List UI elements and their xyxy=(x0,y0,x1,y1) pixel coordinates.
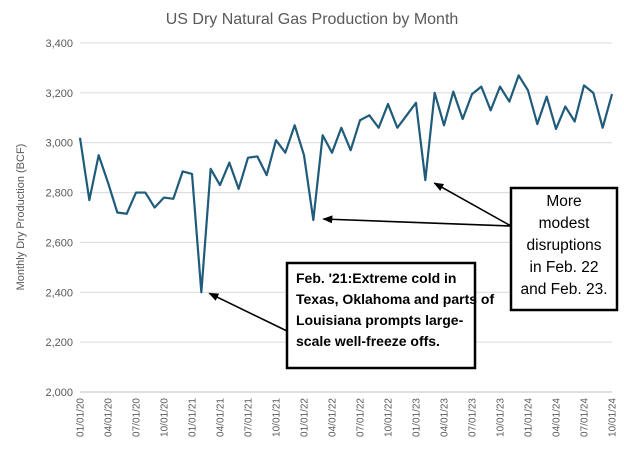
x-tick-label: 04/01/20 xyxy=(104,398,115,437)
y-tick-label: 3,400 xyxy=(45,38,73,50)
annotation-arrow xyxy=(208,292,288,332)
chart-title: US Dry Natural Gas Production by Month xyxy=(166,11,459,28)
annotation-text-line: disruptions xyxy=(527,237,602,254)
annotation-text-line: Feb. '21:Extreme cold in xyxy=(296,270,457,286)
x-tick-label: 07/01/23 xyxy=(468,398,479,437)
x-tick-label: 07/01/22 xyxy=(356,398,367,437)
x-tick-label: 07/01/21 xyxy=(244,398,255,437)
annotation-arrow xyxy=(433,182,512,227)
x-tick-label: 04/01/22 xyxy=(328,398,339,437)
y-tick-label: 2,000 xyxy=(45,387,73,399)
x-tick-label: 10/01/21 xyxy=(272,398,283,437)
y-tick-label: 2,600 xyxy=(45,237,73,249)
x-tick-label: 10/01/20 xyxy=(160,398,171,437)
annotation-layer: Feb. '21:Extreme cold in Texas, Oklahoma … xyxy=(208,182,619,370)
gridlines xyxy=(80,42,612,393)
annotation-text-line: and Feb. 23. xyxy=(520,281,607,298)
x-tick-label: 01/01/22 xyxy=(300,398,311,437)
x-tick-label: 01/01/21 xyxy=(188,398,199,437)
x-tick-label: 10/01/23 xyxy=(496,398,507,437)
x-tick-label: 01/01/23 xyxy=(412,398,423,437)
y-tick-label: 2,200 xyxy=(45,337,73,349)
x-tick-label: 10/01/24 xyxy=(608,398,619,437)
annotation-text-line: scale well-freeze offs. xyxy=(296,333,440,349)
series-line xyxy=(78,74,614,294)
annotation-text-line: modest xyxy=(539,215,591,232)
y-tick-label: 2,800 xyxy=(45,188,73,200)
x-tick-label: 07/01/20 xyxy=(132,398,143,437)
x-tick-label: 04/01/21 xyxy=(216,398,227,437)
annotation-arrow xyxy=(322,215,512,227)
annotation-text-line: Texas, Oklahoma and parts of xyxy=(296,291,494,307)
x-tick-label: 04/01/23 xyxy=(440,398,451,437)
annotation-text-line: in Feb. 22 xyxy=(530,259,599,276)
y-tick-label: 3,200 xyxy=(45,88,73,100)
series-layer xyxy=(78,74,614,294)
x-tick-label: 04/01/24 xyxy=(552,398,563,437)
x-tick-label: 10/01/22 xyxy=(384,398,395,437)
y-axis-label: Monthly Dry Production (BCF) xyxy=(15,144,27,291)
annotation-text-line: Louisiana prompts large- xyxy=(296,312,464,328)
x-axis-ticks: 01/01/20 04/01/20 07/01/20 10/01/20 01/01/21… xyxy=(76,398,619,437)
y-tick-label: 3,000 xyxy=(45,138,73,150)
y-tick-label: 2,400 xyxy=(45,287,73,299)
annotation-box-feb21 xyxy=(285,261,477,370)
annotation-box-feb22-23 xyxy=(509,186,619,312)
annotation-text-line: More xyxy=(546,193,581,210)
y-axis-ticks: 2,000 2,200 2,400 2,600 2,800 3,000 3,200 3,400 xyxy=(45,38,73,399)
x-tick-label: 07/01/24 xyxy=(580,398,591,437)
x-tick-label: 01/01/20 xyxy=(76,398,87,437)
x-tick-label: 01/01/24 xyxy=(524,398,535,437)
